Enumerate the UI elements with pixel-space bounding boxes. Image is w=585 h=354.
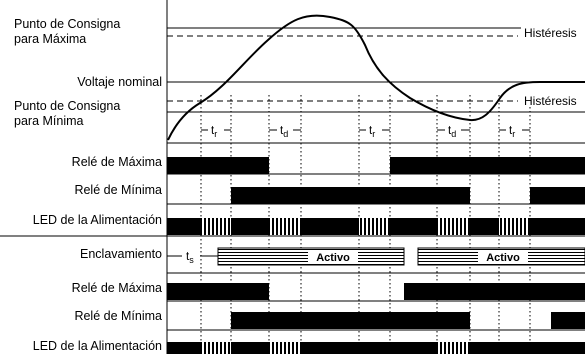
hysteresis-labels: Histéresis Histéresis — [521, 25, 585, 108]
row-labels: Punto de Consigna para Máxima Voltaje no… — [14, 17, 162, 353]
relay-min-signal-2 — [231, 312, 585, 329]
relay-min-label-2: Relé de Mínima — [74, 309, 162, 323]
tr-label-1: tr — [211, 125, 217, 139]
latch-active-label-1: Activo — [316, 252, 350, 264]
ts-label: ts — [186, 251, 194, 265]
voltage-curve — [167, 14, 585, 141]
relay-max-label-2: Relé de Máxima — [72, 281, 162, 295]
relay-max-signal-2 — [167, 283, 585, 300]
power-led-label: LED de la Alimentación — [33, 213, 162, 227]
latching-signal: Activo Activo — [217, 247, 585, 266]
td-label-1: td — [280, 125, 288, 139]
td-label-2: td — [448, 125, 456, 139]
tr-label-2: tr — [369, 125, 375, 139]
power-led-signal — [167, 218, 585, 235]
hysteresis-lower-label: Histéresis — [524, 94, 577, 108]
power-led-signal-2 — [167, 342, 585, 354]
latch-active-label-2: Activo — [486, 252, 520, 264]
setpoint-max-label-line2: para Máxima — [14, 32, 86, 46]
hysteresis-upper-label: Histéresis — [524, 26, 577, 40]
setpoint-max-label-line1: Punto de Consigna — [14, 17, 120, 31]
relay-max-label: Relé de Máxima — [72, 155, 162, 169]
relay-min-label: Relé de Mínima — [74, 183, 162, 197]
latching-label: Enclavamiento — [80, 247, 162, 261]
relay-min-signal — [231, 187, 585, 204]
relay-max-signal — [167, 157, 585, 174]
power-led-label-2: LED de la Alimentación — [33, 339, 162, 353]
interval-labels: tr td tr td tr ts — [182, 122, 522, 265]
setpoint-min-label-line2: para Mínima — [14, 114, 84, 128]
tr-label-3: tr — [509, 125, 515, 139]
setpoint-min-label-line1: Punto de Consigna — [14, 99, 120, 113]
nominal-voltage-label: Voltaje nominal — [77, 75, 162, 89]
